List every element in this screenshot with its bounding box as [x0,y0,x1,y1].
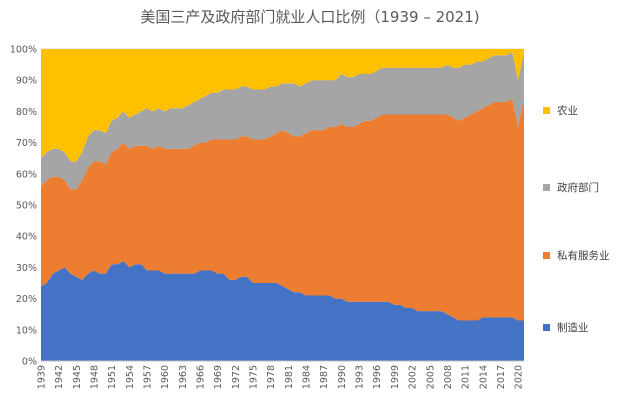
x-tick-label: 1984 [302,365,313,389]
x-tick-label: 1975 [249,365,260,389]
x-tick-label: 1972 [231,365,242,389]
x-tick-label: 1990 [337,365,348,389]
x-tick-label: 2017 [496,365,507,389]
x-tick-label: 2008 [443,365,454,389]
x-tick-label: 2005 [425,365,436,389]
x-tick-label: 1978 [266,365,277,389]
y-tick-label: 20% [16,294,37,305]
x-tick-label: 2011 [461,365,472,389]
y-tick-label: 30% [16,263,37,274]
legend-item: 农业 [543,103,578,117]
legend-swatch [543,251,550,259]
legend-item: 制造业 [543,320,589,334]
y-tick-label: 0% [22,357,37,368]
x-tick-label: 1963 [178,365,189,389]
x-tick-label: 1954 [125,365,136,389]
x-tick-label: 1960 [160,365,171,389]
x-tick-label: 1957 [143,365,154,389]
x-tick-label: 1999 [390,365,401,389]
y-axis-tick-labels: 0% 10% 20% 30% 40% 50% 60% 70% 80% 90% 100% [10,45,37,368]
area-制造业 [41,261,524,361]
x-axis-tick-labels: 1939 1942 1945 1948 1951 1954 1957 1960 1963 1966… [37,365,525,389]
x-tick-label: 1948 [90,365,101,389]
y-tick-label: 10% [16,325,37,336]
x-tick-label: 2014 [478,365,489,389]
y-tick-label: 70% [16,138,37,149]
legend-item: 政府部门 [543,180,599,194]
legend-swatch [543,323,550,331]
x-tick-label: 1966 [196,365,207,389]
x-tick-label: 1993 [355,365,366,389]
y-tick-label: 90% [16,76,37,87]
legend-swatch [543,183,550,191]
x-tick-label: 2002 [408,365,419,389]
area-series [41,49,524,361]
y-tick-label: 50% [16,201,37,212]
legend-label: 政府部门 [557,181,599,194]
x-tick-label: 1969 [213,365,224,389]
y-tick-label: 100% [10,45,37,56]
legend-label: 制造业 [557,321,589,334]
x-tick-label: 1951 [107,365,118,389]
y-tick-label: 60% [16,169,37,180]
x-tick-label: 1996 [372,365,383,389]
area-农业 [41,49,524,162]
x-tick-label: 1981 [284,365,295,389]
chart-title: 美国三产及政府部门就业人口比例（1939 – 2021) [140,8,480,26]
area-政府部门 [41,52,524,190]
legend-item: 私有服务业 [543,248,610,262]
x-tick-label: 2020 [514,365,525,389]
x-tick-label: 1987 [319,365,330,389]
area-私有服务业 [41,98,524,321]
legend-label: 私有服务业 [557,249,610,262]
legend-label: 农业 [557,104,578,117]
x-tick-label: 1942 [54,365,65,389]
x-tick-label: 1945 [72,365,83,389]
x-tick-label: 1939 [37,365,48,389]
legend-swatch [543,106,550,114]
y-tick-label: 80% [16,107,37,118]
y-tick-label: 40% [16,232,37,243]
